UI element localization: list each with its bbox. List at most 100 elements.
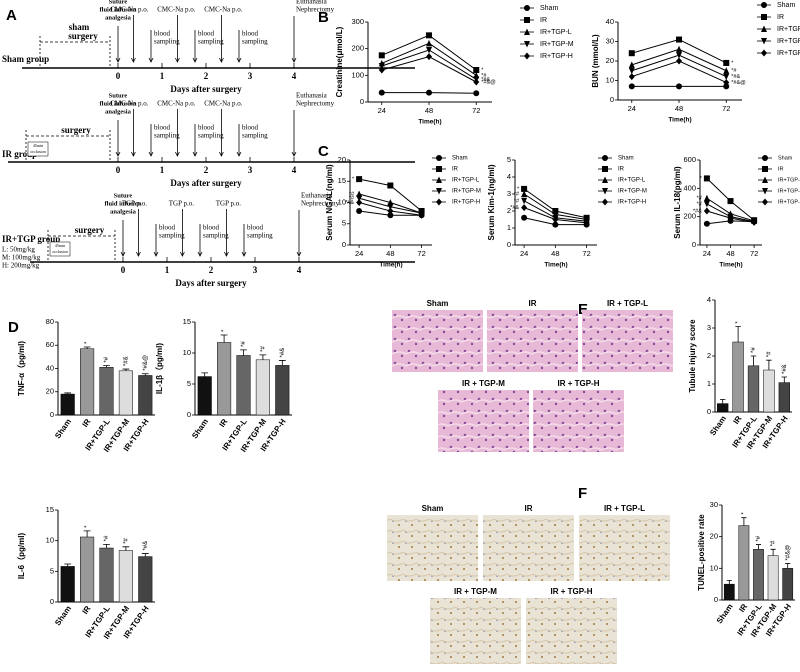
y-tick-label: 0 bbox=[50, 597, 54, 606]
series-line bbox=[381, 56, 477, 83]
arrow-head bbox=[136, 251, 141, 257]
x-tick-label: 48 bbox=[386, 249, 394, 258]
error-bar bbox=[83, 530, 91, 537]
error-bar bbox=[781, 376, 787, 383]
error-bar bbox=[785, 563, 791, 569]
marker bbox=[676, 83, 683, 90]
legend-label: IR bbox=[452, 167, 459, 173]
marker bbox=[602, 198, 608, 206]
significance-label: *#&@ bbox=[785, 545, 791, 561]
marker bbox=[356, 199, 363, 206]
drug-label: CMC-Na p.o. bbox=[204, 100, 243, 108]
y-tick-label: 10 bbox=[710, 563, 718, 572]
y-tick-label: 10 bbox=[46, 536, 54, 545]
marker bbox=[761, 2, 767, 8]
x-tick-label: IR bbox=[218, 417, 230, 429]
significance-label: *# bbox=[756, 535, 762, 541]
group-label: Sham group bbox=[2, 54, 49, 64]
bar bbox=[767, 555, 779, 601]
marker bbox=[436, 166, 442, 172]
y-axis-label: Tubule injury score bbox=[688, 319, 697, 393]
procedure-label: fluid infusion bbox=[99, 100, 136, 107]
marker bbox=[723, 73, 730, 81]
y-tick-label: 20 bbox=[710, 532, 718, 541]
y-tick-label: 5 bbox=[507, 155, 511, 164]
marker bbox=[602, 166, 608, 172]
y-tick-label: 0 bbox=[342, 240, 346, 249]
significance-label: *# bbox=[104, 356, 110, 362]
y-tick-label: 5 bbox=[342, 219, 346, 228]
legend-label: IR+TGP-L bbox=[777, 26, 800, 33]
error-bar bbox=[770, 548, 776, 556]
histology-label: IR + TGP-H bbox=[550, 587, 592, 596]
y-tick-label: 60 bbox=[46, 340, 54, 349]
arrow-head bbox=[224, 251, 229, 257]
marker bbox=[521, 204, 528, 212]
y-tick-label: 0 bbox=[187, 410, 191, 419]
day-label: 4 bbox=[297, 265, 302, 275]
error-bar bbox=[201, 372, 209, 377]
error-bar bbox=[726, 579, 732, 585]
occlusion-box bbox=[27, 141, 49, 157]
marker bbox=[356, 195, 363, 202]
histology-image bbox=[487, 310, 578, 372]
marker bbox=[762, 198, 768, 206]
y-tick-label: 100 bbox=[351, 70, 364, 79]
bar bbox=[99, 367, 114, 416]
bar bbox=[217, 342, 232, 416]
procedure-label: Suture bbox=[109, 92, 128, 99]
bar bbox=[763, 369, 775, 413]
error-bar bbox=[64, 563, 72, 567]
error-bar bbox=[83, 346, 91, 349]
drug-label: CMC-Na p.o. bbox=[110, 100, 149, 108]
marker bbox=[552, 221, 559, 228]
error-bar bbox=[240, 349, 247, 356]
x-axis-label: Time(h) bbox=[379, 262, 402, 269]
histology-label: IR + TGP-H bbox=[557, 379, 599, 388]
histology-image bbox=[438, 390, 529, 452]
sampling-label: sampling bbox=[198, 38, 224, 46]
x-tick-label: IR bbox=[81, 604, 93, 616]
significance-label: *# bbox=[104, 535, 110, 541]
y-tick-label: 4 bbox=[707, 295, 711, 304]
bar bbox=[753, 549, 764, 601]
y-tick-label: 400 bbox=[683, 183, 696, 192]
day-label: 1 bbox=[160, 71, 165, 81]
x-tick-label: IR bbox=[81, 417, 93, 429]
end-label: Nephrectomy bbox=[296, 100, 335, 108]
sampling-label: blood bbox=[159, 224, 175, 232]
y-tick-label: 2 bbox=[707, 351, 711, 360]
marker bbox=[387, 207, 394, 215]
histology-label: IR + TGP-L bbox=[604, 504, 645, 513]
y-tick-label: 20 bbox=[46, 387, 54, 396]
significance-label: *# bbox=[241, 341, 247, 347]
marker bbox=[723, 78, 730, 86]
marker bbox=[436, 176, 442, 183]
marker bbox=[524, 52, 530, 60]
sampling-label: blood bbox=[242, 30, 258, 38]
panel-label: D bbox=[8, 319, 19, 336]
drug-label: CMC-Na p.o. bbox=[110, 6, 149, 14]
day-label: 3 bbox=[248, 71, 253, 81]
marker bbox=[356, 176, 363, 183]
occlusion-label: occlusion bbox=[52, 249, 67, 254]
x-tick-label: Sham bbox=[190, 417, 210, 440]
legend-label: IR+TGP-H bbox=[777, 50, 800, 57]
bar bbox=[118, 550, 133, 603]
drug-label: CMC-Na p.o. bbox=[157, 6, 196, 14]
arrow-head bbox=[291, 57, 297, 63]
significance-label: *#&@ bbox=[143, 355, 149, 371]
bar bbox=[138, 375, 153, 416]
sampling-label: blood bbox=[154, 124, 170, 132]
marker bbox=[436, 188, 442, 195]
occlusion-label: occlusion bbox=[30, 149, 45, 154]
error-bar bbox=[750, 355, 757, 366]
end-label: Euthanasia bbox=[301, 192, 333, 200]
significance-label: * bbox=[517, 186, 520, 192]
histology-image bbox=[392, 310, 483, 372]
significance-label: *# bbox=[766, 351, 772, 357]
histology-image bbox=[430, 598, 521, 664]
group-label: IR group bbox=[2, 149, 37, 159]
marker bbox=[761, 49, 767, 57]
arrow-head bbox=[296, 251, 302, 257]
